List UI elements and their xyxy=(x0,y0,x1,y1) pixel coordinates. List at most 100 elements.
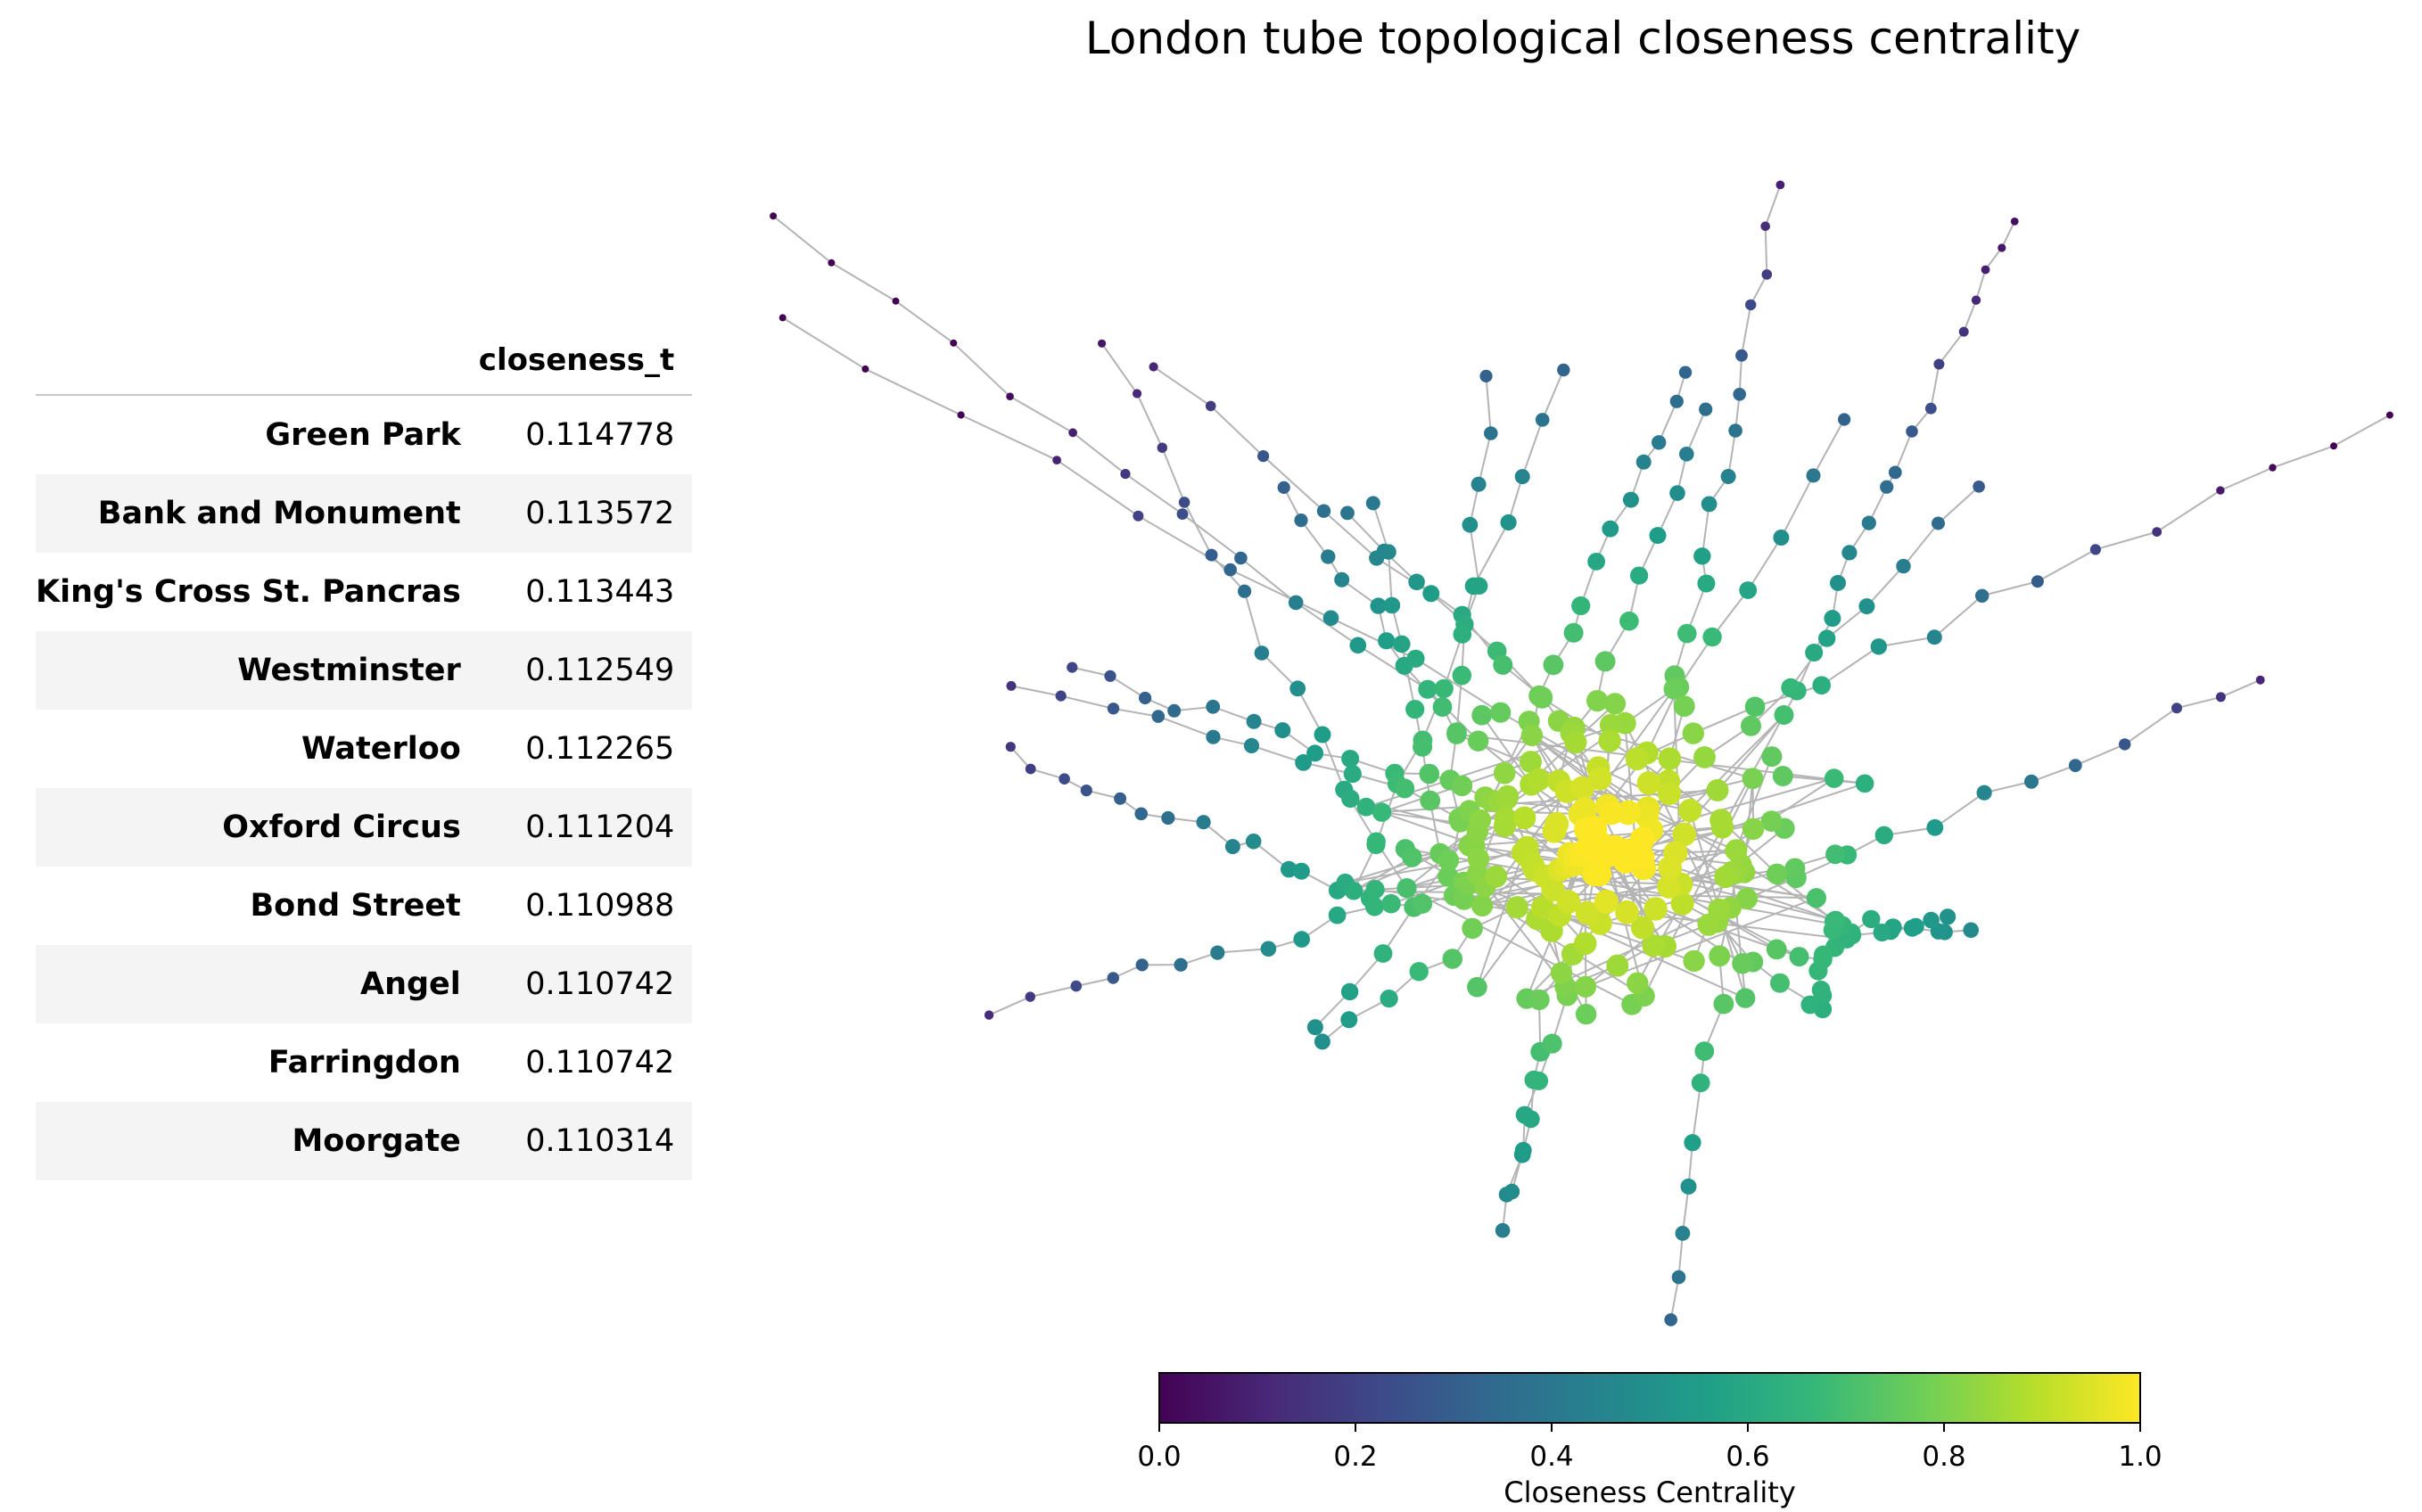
station-node xyxy=(1735,349,1748,362)
station-node xyxy=(2385,411,2393,419)
station-node xyxy=(1520,751,1542,774)
station-node xyxy=(1314,726,1331,744)
station-node xyxy=(778,314,787,322)
station-node xyxy=(1059,773,1070,785)
table-row: Moorgate 0.110314 xyxy=(36,1102,693,1180)
station-node xyxy=(1462,917,1483,940)
station-node xyxy=(1625,747,1649,771)
network-edge xyxy=(1209,405,1265,457)
network-nodes xyxy=(770,180,2393,1327)
closeness-value: 0.110988 xyxy=(525,888,675,924)
station-node xyxy=(1599,800,1625,826)
network-edge xyxy=(2220,466,2273,492)
network-edge xyxy=(2220,678,2261,698)
station-node xyxy=(861,365,869,373)
station-node xyxy=(1418,679,1438,699)
closeness-value: 0.113443 xyxy=(525,574,675,610)
station-node xyxy=(1234,551,1248,565)
station-node xyxy=(1246,713,1262,729)
network-edge xyxy=(1243,590,1263,653)
network-edge xyxy=(1060,694,1114,710)
network-edge xyxy=(1240,557,1297,604)
station-node xyxy=(1373,944,1393,963)
station-node xyxy=(1805,644,1824,662)
station-node xyxy=(1514,469,1530,485)
station-node xyxy=(1151,710,1166,723)
table-row: Bond Street 0.110988 xyxy=(36,867,692,945)
station-node xyxy=(1923,911,1940,929)
station-node xyxy=(2089,544,2101,555)
station-node xyxy=(1587,841,1613,867)
station-node xyxy=(1642,934,1665,957)
station-node xyxy=(1344,881,1363,900)
station-node xyxy=(1405,700,1425,719)
station-name: Westminster xyxy=(237,653,461,688)
station-node xyxy=(1657,781,1682,806)
station-node xyxy=(1602,520,1619,538)
station-node xyxy=(1070,980,1083,992)
network-edge xyxy=(1821,645,1880,686)
station-name: King's Cross St. Pancras xyxy=(36,574,461,610)
network-edge xyxy=(1157,715,1214,738)
station-node xyxy=(1619,611,1639,631)
station-name: Moorgate xyxy=(292,1123,461,1159)
station-node xyxy=(1741,715,1761,736)
station-node xyxy=(1903,919,1921,937)
network-edge xyxy=(1072,431,1126,475)
station-node xyxy=(1288,595,1304,611)
station-node xyxy=(1104,670,1116,682)
station-node xyxy=(1257,450,1270,463)
table-row: Farringdon 0.110742 xyxy=(36,1023,692,1102)
station-node xyxy=(1682,722,1705,744)
network-edge xyxy=(1790,637,1828,689)
station-node xyxy=(1341,789,1360,808)
station-node xyxy=(1080,785,1092,797)
station-node xyxy=(1706,778,1729,801)
network-edge xyxy=(952,342,1011,398)
network-edge xyxy=(1476,851,1524,988)
centrality-table-grid: closeness_t Green Park 0.114778 Bank and M… xyxy=(36,312,693,1180)
station-node xyxy=(1052,456,1061,464)
network-edge xyxy=(1780,474,1815,538)
network-edge xyxy=(1100,342,1138,395)
station-node xyxy=(1563,622,1584,643)
station-node xyxy=(1245,834,1262,850)
station-node xyxy=(1224,839,1240,855)
station-node xyxy=(1005,742,1016,752)
station-node xyxy=(1321,549,1336,564)
station-node xyxy=(1575,900,1600,925)
network-edge xyxy=(2000,220,2016,249)
station-node xyxy=(1745,299,1757,311)
network-edge xyxy=(1137,514,1232,571)
station-node xyxy=(1739,581,1758,599)
station-node xyxy=(1775,180,1785,190)
station-node xyxy=(1663,678,1685,700)
closeness-value: 0.113572 xyxy=(525,496,675,531)
station-node xyxy=(1025,763,1036,775)
station-node xyxy=(1557,363,1570,377)
station-node xyxy=(1669,485,1685,501)
network-edge xyxy=(2176,695,2221,710)
station-node xyxy=(1570,776,1594,801)
station-node xyxy=(1630,916,1655,940)
station-node xyxy=(1636,771,1661,795)
network-edge xyxy=(1902,522,1940,567)
station-node xyxy=(1772,766,1793,786)
station-node xyxy=(1657,875,1681,899)
station-node xyxy=(1606,954,1629,977)
station-node xyxy=(1971,295,1981,305)
network-edge xyxy=(1353,856,1413,892)
station-node xyxy=(1432,697,1453,717)
station-node xyxy=(1409,962,1429,982)
network-edge xyxy=(782,316,866,370)
station-node xyxy=(1622,491,1639,508)
station-node xyxy=(1206,729,1221,744)
network-edge xyxy=(894,300,954,344)
station-node xyxy=(1356,797,1376,817)
table-corner xyxy=(36,312,479,396)
network-edge xyxy=(830,261,896,302)
station-node xyxy=(1694,1041,1715,1061)
station-node xyxy=(1370,597,1387,614)
station-node xyxy=(770,212,778,220)
station-node xyxy=(1395,778,1415,799)
